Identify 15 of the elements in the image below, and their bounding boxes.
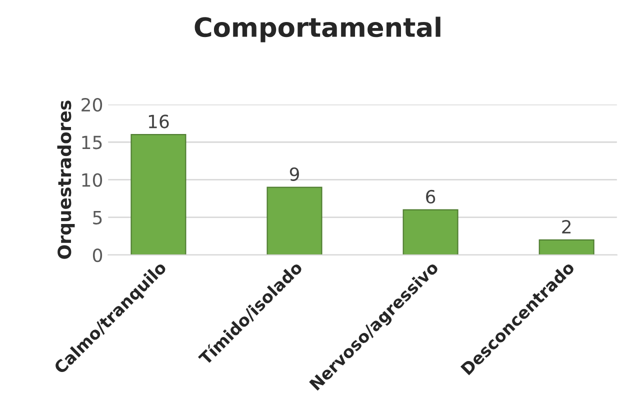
bar [402,209,458,255]
bar [130,134,186,255]
data-label: 9 [290,167,299,181]
y-tick-label: 15 [82,136,102,150]
data-label: 2 [562,220,571,234]
data-label: 16 [148,114,169,128]
bar [538,239,594,255]
y-tick-label: 10 [82,173,102,187]
y-tick-label: 5 [93,211,102,224]
bar [266,186,322,255]
y-axis-title: Orquestradores [57,100,75,259]
chart-title: Comportamental [194,16,440,42]
data-label: 6 [426,190,436,204]
y-tick-label: 20 [82,98,102,112]
y-tick-label: 0 [92,248,102,262]
